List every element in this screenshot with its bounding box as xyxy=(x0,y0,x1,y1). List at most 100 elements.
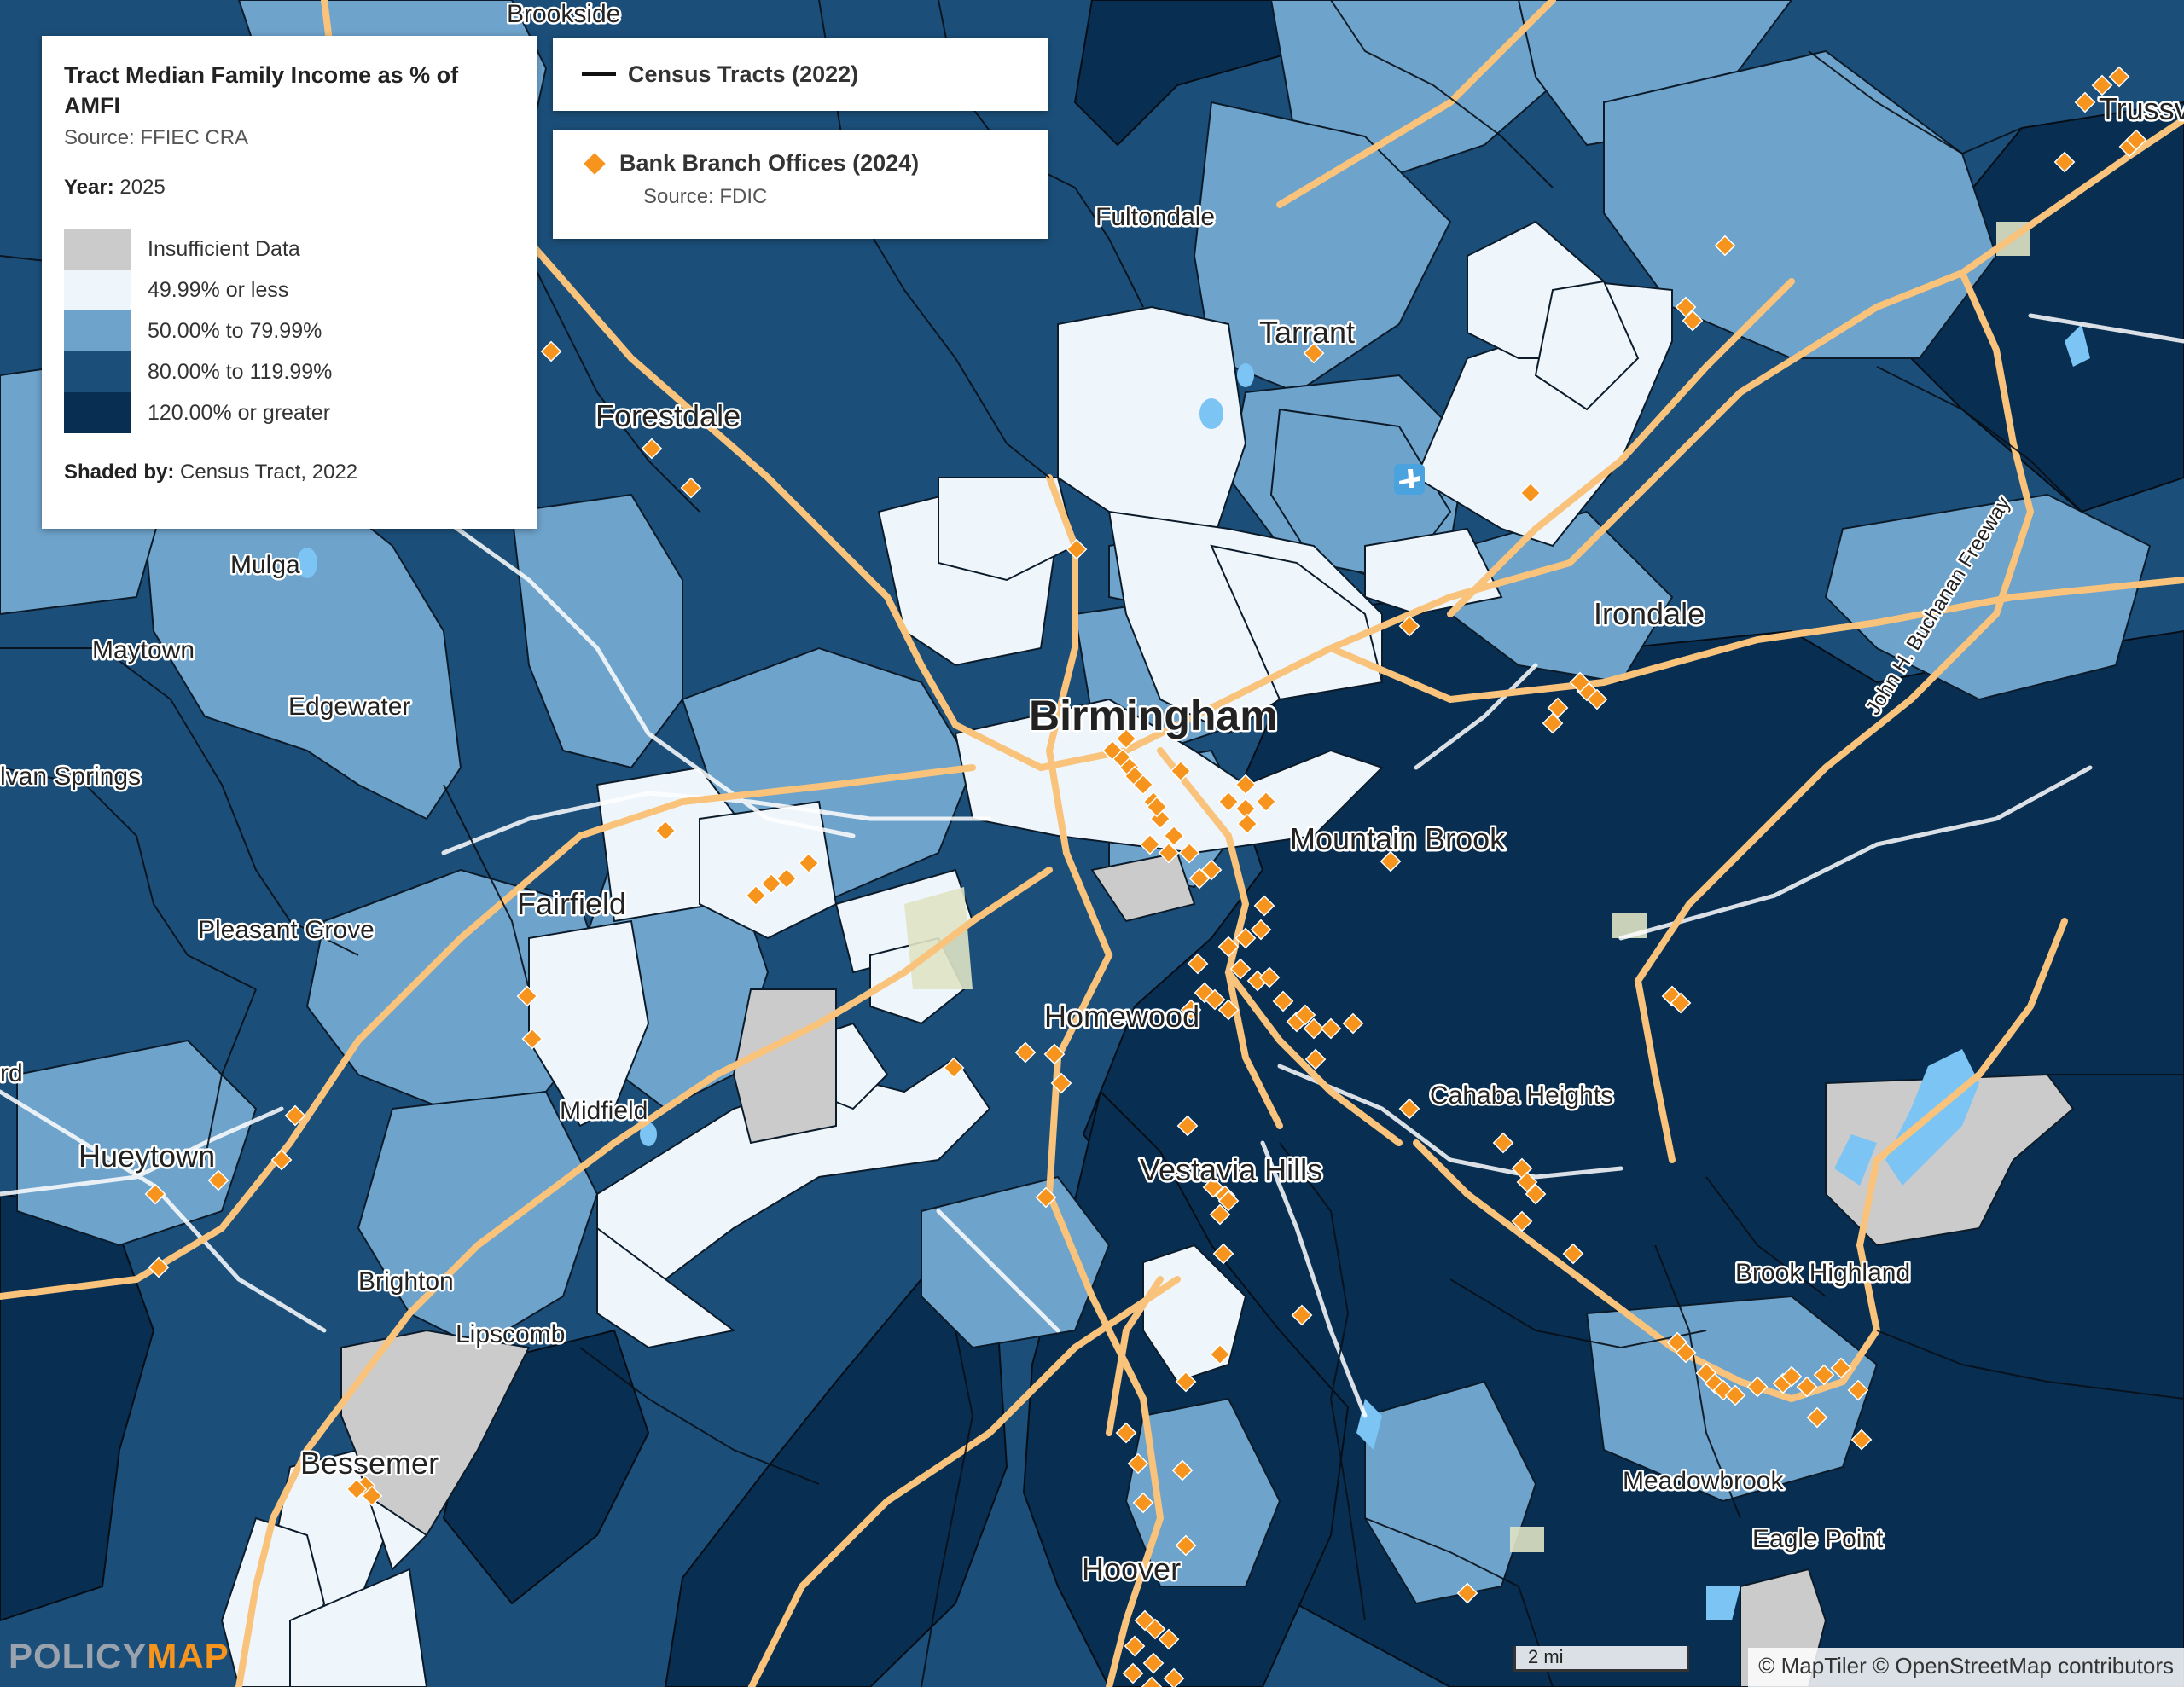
bank-branch-marker[interactable] xyxy=(1806,1406,1828,1429)
bank-branch-marker[interactable] xyxy=(1132,774,1154,796)
bank-branch-marker[interactable] xyxy=(1780,1365,1803,1388)
bank-branch-marker[interactable] xyxy=(1212,1243,1234,1265)
bank-branch-marker[interactable] xyxy=(1144,1618,1166,1640)
bank-branch-marker[interactable] xyxy=(1830,1357,1852,1379)
bank-branch-marker[interactable] xyxy=(1511,1210,1533,1232)
bank-branch-marker[interactable] xyxy=(2108,66,2130,88)
bank-branch-marker[interactable] xyxy=(1139,833,1161,855)
bank-branch-marker[interactable] xyxy=(775,867,798,890)
bank-branch-marker[interactable] xyxy=(1304,1048,1327,1070)
bank-branch-marker[interactable] xyxy=(1456,1582,1478,1604)
bank-branch-marker[interactable] xyxy=(1115,728,1137,750)
bank-branch-marker[interactable] xyxy=(1234,797,1257,820)
bank-branch-marker[interactable] xyxy=(346,1478,368,1500)
bank-branch-marker[interactable] xyxy=(943,1057,965,1079)
bank-branch-marker[interactable] xyxy=(1234,774,1257,796)
bank-branch-marker[interactable] xyxy=(1202,1176,1224,1198)
bank-branch-marker[interactable] xyxy=(1236,813,1258,835)
bank-branch-marker[interactable] xyxy=(1682,310,1704,332)
bank-branch-marker[interactable] xyxy=(1122,1662,1144,1684)
bank-branch-marker[interactable] xyxy=(1342,1012,1364,1035)
bank-branch-marker[interactable] xyxy=(1294,1004,1316,1026)
bank-branch-marker[interactable] xyxy=(1171,1459,1194,1481)
bank-branch-marker[interactable] xyxy=(1714,235,1736,257)
bank-branch-marker[interactable] xyxy=(1176,1115,1199,1137)
bank-branch-marker[interactable] xyxy=(1398,1098,1420,1120)
bank-branch-marker[interactable] xyxy=(1303,342,1325,364)
map-attribution[interactable]: © MapTiler © OpenStreetMap contributors xyxy=(1748,1648,2184,1687)
bank-branch-marker[interactable] xyxy=(1035,1186,1057,1209)
bank-branch-marker[interactable] xyxy=(1398,615,1420,637)
bank-branch-marker[interactable] xyxy=(1250,919,1272,941)
bank-branch-marker[interactable] xyxy=(1158,842,1180,864)
bank-branch-marker[interactable] xyxy=(1234,927,1257,949)
bank-branch-marker[interactable] xyxy=(760,872,782,895)
bank-branch-marker[interactable] xyxy=(1492,1132,1514,1154)
bank-branch-marker[interactable] xyxy=(680,477,702,499)
bank-branch-marker[interactable] xyxy=(1253,895,1275,917)
bank-branch-marker[interactable] xyxy=(1542,712,1564,734)
bank-branch-marker[interactable] xyxy=(1291,1304,1313,1326)
bank-branch-marker[interactable] xyxy=(207,1169,229,1191)
bank-branch-marker[interactable] xyxy=(1675,1342,1697,1364)
bank-branch-marker[interactable] xyxy=(1066,538,1088,560)
bank-branch-marker[interactable] xyxy=(1158,1628,1180,1650)
bank-branch-marker[interactable] xyxy=(1175,1534,1197,1557)
bank-branch-marker[interactable] xyxy=(144,1183,166,1205)
bank-branch-marker[interactable] xyxy=(1115,1422,1137,1444)
bank-branch-marker[interactable] xyxy=(361,1485,383,1507)
bank-branch-marker[interactable] xyxy=(1724,1384,1746,1406)
bank-branch-marker[interactable] xyxy=(1178,842,1200,864)
bank-branch-marker[interactable] xyxy=(1043,1043,1066,1065)
bank-branch-marker[interactable] xyxy=(1746,1376,1769,1398)
bank-branch-marker[interactable] xyxy=(1175,1371,1197,1393)
bank-branch-marker[interactable] xyxy=(1850,1429,1873,1451)
bank-branch-marker[interactable] xyxy=(1519,482,1542,504)
bank-branch-marker[interactable] xyxy=(745,884,767,907)
bank-branch-marker[interactable] xyxy=(2074,91,2096,113)
bank-branch-marker[interactable] xyxy=(1516,1171,1538,1193)
bank-branch-marker[interactable] xyxy=(1320,1017,1342,1040)
bank-branch-marker[interactable] xyxy=(521,1028,543,1050)
bank-branch-marker[interactable] xyxy=(1847,1379,1869,1401)
bank-branch-marker[interactable] xyxy=(2053,151,2076,173)
bank-branch-marker[interactable] xyxy=(641,438,663,460)
bank-branch-marker[interactable] xyxy=(1188,867,1211,890)
bank-branch-marker[interactable] xyxy=(1217,999,1240,1021)
bank-branch-marker[interactable] xyxy=(1303,1017,1325,1040)
bank-branch-marker[interactable] xyxy=(1163,825,1185,847)
bank-branch-marker[interactable] xyxy=(1180,999,1202,1021)
bank-branch-marker[interactable] xyxy=(1217,791,1240,813)
bank-branch-marker[interactable] xyxy=(1562,1243,1584,1265)
bank-branch-marker[interactable] xyxy=(284,1104,306,1127)
bank-branch-marker[interactable] xyxy=(1209,1343,1231,1365)
bank-branch-marker[interactable] xyxy=(1675,296,1697,318)
bank-branch-marker[interactable] xyxy=(1014,1041,1037,1064)
bank-branch-marker[interactable] xyxy=(1229,958,1252,980)
bank-branch-marker[interactable] xyxy=(798,852,820,874)
bank-branch-marker[interactable] xyxy=(1163,1667,1185,1687)
policymap-logo[interactable]: POLICYMAP xyxy=(9,1636,229,1676)
bank-branch-marker[interactable] xyxy=(1670,992,1692,1014)
bank-branch-marker[interactable] xyxy=(1050,1072,1072,1094)
bank-branch-marker[interactable] xyxy=(2091,74,2113,96)
bank-branch-marker[interactable] xyxy=(1142,1652,1165,1674)
bank-branch-marker[interactable] xyxy=(654,820,677,842)
bank-branch-marker[interactable] xyxy=(1258,966,1281,988)
bank-branch-marker[interactable] xyxy=(2125,129,2147,151)
bank-branch-marker[interactable] xyxy=(1586,688,1608,710)
bank-branch-marker[interactable] xyxy=(1813,1364,1835,1386)
bank-branch-marker[interactable] xyxy=(1124,1635,1146,1657)
bank-branch-marker[interactable] xyxy=(540,340,562,362)
bank-branch-marker[interactable] xyxy=(1796,1376,1818,1398)
bank-branch-marker[interactable] xyxy=(1569,671,1591,693)
bank-branch-marker[interactable] xyxy=(1170,760,1192,782)
bank-branch-marker[interactable] xyxy=(1272,990,1294,1012)
bank-branch-marker[interactable] xyxy=(1525,1183,1547,1205)
bank-branch-marker[interactable] xyxy=(516,985,538,1007)
bank-branch-marker[interactable] xyxy=(148,1256,170,1278)
bank-branch-marker[interactable] xyxy=(1141,1676,1163,1687)
bank-branch-marker[interactable] xyxy=(1380,850,1402,872)
bank-branch-marker[interactable] xyxy=(1187,953,1209,975)
